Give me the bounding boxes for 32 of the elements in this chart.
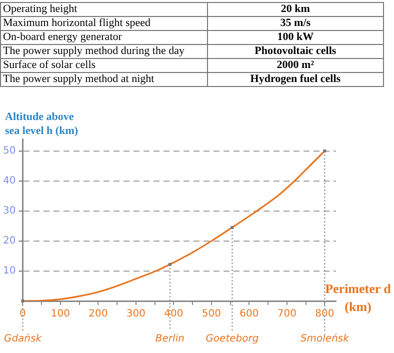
ref-line-label: Smoleńsk [300, 332, 350, 345]
text: Operating height [0, 2, 208, 16]
text: 100 kW [207, 30, 384, 44]
text: 35 m/s [207, 16, 384, 30]
ref-line-label: Berlin [155, 334, 184, 345]
text: On-board energy generator [0, 30, 208, 44]
x-tick-label: 600 [240, 308, 259, 320]
text: Surface of solar cells [0, 58, 208, 72]
x-tick-label: 400 [164, 308, 184, 320]
text: Photovoltaic cells [207, 44, 384, 58]
ref-line-label: Gdańsk [4, 332, 43, 345]
x-tick-label: 100 [50, 308, 70, 320]
x-tick-label: 500 [202, 308, 221, 320]
y-axis-title: Altitude above sea level h (km) [5, 110, 80, 138]
x-tick-label: 700 [277, 308, 296, 320]
text: 20 km [207, 2, 384, 16]
y-tick-label: 10 [2, 266, 16, 277]
y-tick-label: 30 [2, 206, 16, 217]
text: The power supply method at night [0, 72, 208, 86]
y-tick-label: 20 [2, 236, 16, 247]
text: 2000 m² [207, 58, 384, 72]
x-tick-label: 0 [20, 308, 26, 320]
x-tick-label: 800 [315, 308, 334, 320]
x-tick-label: 300 [126, 308, 146, 320]
x-tick-label: 200 [88, 308, 108, 320]
text: Hydrogen fuel cells [207, 72, 384, 86]
ref-line-label: Goeteborg [206, 334, 259, 345]
y-tick-label: 40 [2, 176, 16, 187]
line-series [21, 150, 326, 302]
text: The power supply method during the day [0, 44, 208, 58]
y-tick-label: 50 [2, 146, 16, 157]
text: Maximum horizontal flight speed [0, 16, 208, 30]
